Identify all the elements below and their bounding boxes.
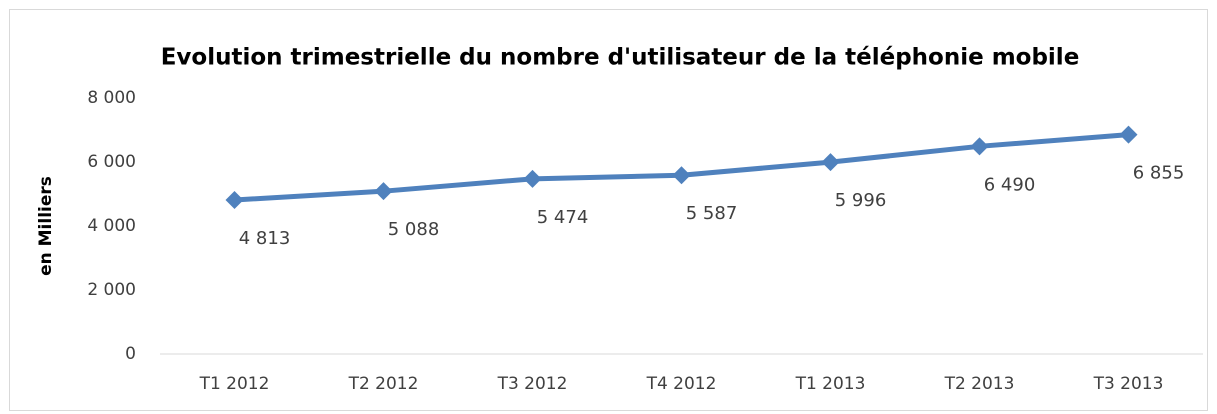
y-tick-label: 0 xyxy=(125,344,136,364)
marker xyxy=(1119,125,1138,144)
data-label: 5 587 xyxy=(686,203,738,224)
y-tick-label: 8 000 xyxy=(87,88,136,108)
x-tick-label: T1 2012 xyxy=(199,374,270,394)
chart-border xyxy=(9,9,1208,411)
y-axis-label: en Milliers xyxy=(36,176,56,276)
data-label: 4 813 xyxy=(239,228,291,249)
data-label: 6 490 xyxy=(984,174,1036,195)
marker xyxy=(672,166,691,185)
data-label: 5 474 xyxy=(537,207,589,228)
x-tick-label: T3 2013 xyxy=(1093,374,1164,394)
data-label: 6 855 xyxy=(1133,163,1185,184)
marker xyxy=(523,169,542,188)
marker xyxy=(821,153,840,172)
y-tick-label: 2 000 xyxy=(87,280,136,300)
marker xyxy=(225,190,244,209)
marker xyxy=(970,137,989,156)
x-tick-label: T3 2012 xyxy=(497,374,568,394)
y-tick-label: 6 000 xyxy=(87,152,136,172)
x-tick-label: T2 2013 xyxy=(944,374,1015,394)
chart-title: Evolution trimestrielle du nombre d'util… xyxy=(161,45,1080,71)
data-label: 5 088 xyxy=(388,219,440,240)
y-tick-label: 4 000 xyxy=(87,216,136,236)
marker xyxy=(374,182,393,201)
x-tick-label: T4 2012 xyxy=(646,374,717,394)
x-tick-label: T1 2013 xyxy=(795,374,866,394)
data-label: 5 996 xyxy=(835,190,887,211)
x-tick-label: T2 2012 xyxy=(348,374,419,394)
